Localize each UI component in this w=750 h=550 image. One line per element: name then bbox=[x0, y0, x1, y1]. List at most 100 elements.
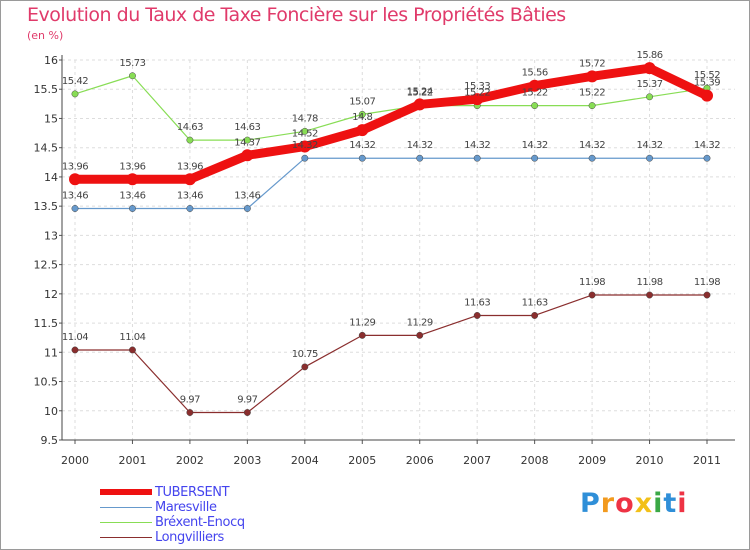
legend-label-maresville: Maresville bbox=[155, 499, 217, 515]
series-line-longvilliers bbox=[74, 294, 708, 414]
data-point-tubersent bbox=[413, 98, 426, 111]
data-label-longvilliers: 11.29 bbox=[407, 317, 433, 328]
data-label-maresville: 14.32 bbox=[292, 140, 318, 151]
x-tick-label: 2008 bbox=[521, 454, 549, 467]
data-point-tubersent bbox=[701, 89, 713, 102]
legend-item-tubersent[interactable]: TUBERSENT bbox=[100, 484, 230, 500]
data-point-longvilliers bbox=[703, 291, 711, 299]
data-label-longvilliers: 11.04 bbox=[119, 332, 145, 343]
legend-swatch-brexent-enocq bbox=[100, 521, 152, 523]
data-label-tubersent: 15.33 bbox=[464, 81, 490, 92]
y-tick-label: 16 bbox=[44, 54, 58, 67]
data-point-tubersent bbox=[69, 173, 81, 186]
y-tick-label: 9.5 bbox=[41, 434, 59, 447]
data-label-maresville: 14.32 bbox=[522, 140, 548, 151]
y-tick-label: 10.5 bbox=[34, 376, 59, 389]
data-point-tubersent bbox=[643, 62, 656, 75]
data-point-brexent-enocq bbox=[301, 127, 309, 135]
y-tick-label: 14 bbox=[44, 171, 58, 184]
data-label-maresville: 14.32 bbox=[407, 140, 433, 151]
x-tick-label: 2006 bbox=[406, 454, 434, 467]
data-point-tubersent bbox=[356, 124, 369, 137]
legend-swatch-longvilliers bbox=[100, 536, 152, 538]
data-point-maresville bbox=[588, 154, 596, 162]
data-point-brexent-enocq bbox=[646, 93, 653, 101]
data-label-maresville: 13.46 bbox=[62, 190, 88, 201]
data-point-tubersent bbox=[241, 149, 254, 162]
data-label-longvilliers: 9.97 bbox=[237, 395, 257, 406]
data-label-tubersent: 15.56 bbox=[522, 68, 548, 79]
legend-item-longvilliers[interactable]: Longvilliers bbox=[100, 530, 224, 545]
x-tick-label: 2007 bbox=[463, 454, 491, 467]
data-point-maresville bbox=[301, 154, 309, 162]
data-point-longvilliers bbox=[473, 312, 481, 319]
x-tick-label: 2005 bbox=[348, 454, 376, 467]
y-tick-label: 13.5 bbox=[34, 200, 59, 213]
data-label-longvilliers: 11.04 bbox=[62, 332, 88, 343]
data-label-tubersent: 15.24 bbox=[407, 86, 433, 97]
y-axis-unit-label: (en %) bbox=[27, 29, 64, 42]
data-label-maresville: 13.46 bbox=[234, 190, 260, 201]
data-point-maresville bbox=[71, 205, 79, 212]
data-label-tubersent: 13.96 bbox=[62, 161, 88, 172]
data-point-tubersent bbox=[298, 140, 311, 153]
data-point-maresville bbox=[703, 154, 711, 162]
data-label-brexent-enocq: 15.42 bbox=[62, 76, 88, 87]
data-point-brexent-enocq bbox=[358, 110, 366, 118]
data-label-brexent-enocq: 15.22 bbox=[407, 88, 433, 99]
data-point-maresville bbox=[129, 205, 136, 212]
data-label-brexent-enocq: 15.73 bbox=[119, 58, 145, 69]
data-point-tubersent bbox=[183, 173, 196, 186]
x-tick-label: 2011 bbox=[693, 454, 721, 467]
data-point-longvilliers bbox=[243, 409, 251, 416]
data-point-longvilliers bbox=[301, 363, 309, 371]
data-point-maresville bbox=[186, 205, 194, 212]
y-tick-label: 12.5 bbox=[34, 259, 59, 272]
data-label-maresville: 14.32 bbox=[694, 140, 720, 151]
data-point-longvilliers bbox=[646, 291, 653, 299]
y-tick-label: 12 bbox=[44, 288, 58, 301]
data-point-longvilliers bbox=[588, 291, 596, 299]
x-tick-label: 2001 bbox=[118, 454, 146, 467]
data-label-longvilliers: 11.98 bbox=[694, 277, 720, 288]
legend-item-brexent-enocq[interactable]: Bréxent-Enocq bbox=[100, 514, 245, 530]
legend-label-brexent-enocq: Bréxent-Enocq bbox=[155, 514, 245, 530]
data-label-tubersent: 14.37 bbox=[234, 137, 260, 148]
y-tick-label: 11 bbox=[44, 346, 58, 359]
logo-letter: i bbox=[677, 488, 688, 519]
data-label-longvilliers: 11.98 bbox=[636, 277, 662, 288]
data-label-tubersent: 14.52 bbox=[292, 129, 318, 140]
data-point-brexent-enocq bbox=[588, 102, 596, 110]
data-label-longvilliers: 9.97 bbox=[180, 395, 200, 406]
data-label-brexent-enocq: 15.52 bbox=[694, 70, 720, 81]
data-label-longvilliers: 11.63 bbox=[464, 297, 490, 308]
logo-letter: t bbox=[663, 488, 678, 519]
x-tick-label: 2010 bbox=[636, 454, 664, 467]
data-point-longvilliers bbox=[186, 409, 194, 416]
data-point-maresville bbox=[416, 154, 424, 162]
x-tick-label: 2000 bbox=[61, 454, 89, 467]
logo-letter: i bbox=[653, 488, 664, 519]
x-tick-label: 2004 bbox=[291, 454, 319, 467]
legend-item-maresville[interactable]: Maresville bbox=[100, 499, 217, 515]
y-tick-label: 14.5 bbox=[34, 142, 59, 155]
data-label-tubersent: 13.96 bbox=[177, 161, 203, 172]
data-label-longvilliers: 11.63 bbox=[522, 297, 548, 308]
data-point-maresville bbox=[243, 205, 251, 212]
y-tick-label: 15 bbox=[44, 112, 58, 125]
logo-letter: P bbox=[580, 488, 601, 519]
data-label-maresville: 13.46 bbox=[119, 190, 145, 201]
data-point-tubersent bbox=[471, 93, 484, 106]
x-tick-label: 2009 bbox=[578, 454, 606, 467]
x-tick-label: 2003 bbox=[233, 454, 261, 467]
data-point-brexent-enocq bbox=[129, 72, 136, 80]
data-label-maresville: 14.32 bbox=[349, 140, 375, 151]
data-point-brexent-enocq bbox=[186, 136, 194, 144]
series-line-brexent-enocq bbox=[74, 75, 708, 141]
data-label-brexent-enocq: 15.07 bbox=[349, 96, 375, 107]
legend-label-tubersent: TUBERSENT bbox=[155, 484, 230, 500]
data-label-longvilliers: 11.98 bbox=[579, 277, 605, 288]
data-point-maresville bbox=[531, 154, 539, 162]
data-label-tubersent: 14.8 bbox=[352, 112, 372, 123]
data-label-tubersent: 15.72 bbox=[579, 58, 605, 69]
